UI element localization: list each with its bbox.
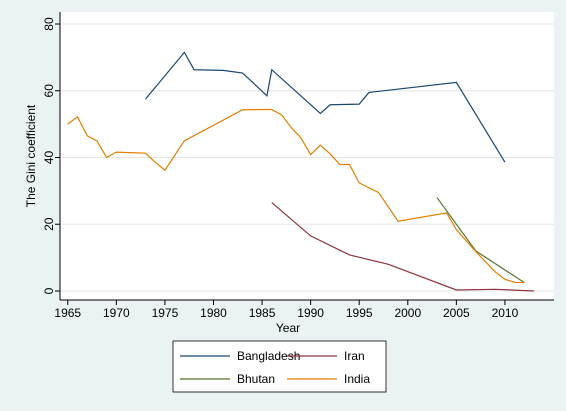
y-tick-label: 60 bbox=[42, 84, 56, 98]
legend-label: Bangladesh bbox=[237, 349, 300, 363]
x-tick-label: 1990 bbox=[297, 306, 324, 320]
legend bbox=[172, 340, 387, 393]
legend-label: Bhutan bbox=[237, 372, 275, 386]
y-tick-label: 40 bbox=[42, 151, 56, 165]
x-tick-label: 1985 bbox=[249, 306, 276, 320]
plot-area bbox=[60, 12, 554, 300]
x-tick-label: 2000 bbox=[394, 306, 421, 320]
y-axis-label: The Gini coefficient bbox=[24, 104, 38, 207]
y-tick-label: 80 bbox=[42, 17, 56, 31]
x-tick-label: 1965 bbox=[54, 306, 81, 320]
x-tick-label: 2010 bbox=[492, 306, 519, 320]
x-axis-label: Year bbox=[276, 321, 300, 335]
x-tick-label: 2005 bbox=[443, 306, 470, 320]
series-line bbox=[271, 202, 535, 292]
y-tick-label: 20 bbox=[42, 217, 56, 231]
legend-label: Iran bbox=[344, 349, 365, 363]
series-line bbox=[145, 51, 506, 163]
series-line bbox=[67, 108, 525, 284]
y-tick-label: 0 bbox=[42, 287, 56, 294]
x-tick-label: 1970 bbox=[103, 306, 130, 320]
x-tick-label: 1975 bbox=[152, 306, 179, 320]
x-tick-label: 1995 bbox=[346, 306, 373, 320]
x-tick-label: 1980 bbox=[200, 306, 227, 320]
legend-label: India bbox=[344, 372, 370, 386]
